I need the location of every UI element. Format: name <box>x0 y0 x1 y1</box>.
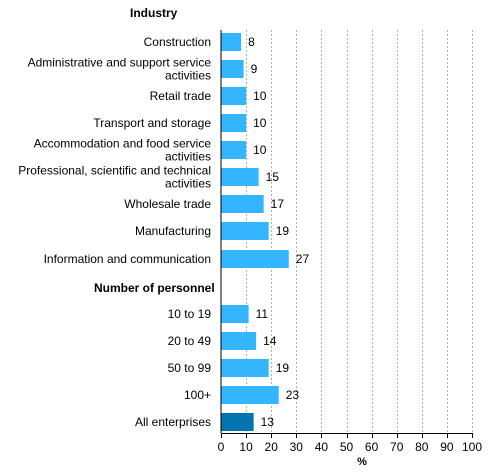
category-label: Wholesale trade <box>124 197 211 211</box>
category-label-line: activities <box>165 150 211 164</box>
x-tick-label: 40 <box>315 440 329 454</box>
x-tick-label: 100 <box>462 440 482 454</box>
category-label: 10 to 19 <box>168 307 212 321</box>
category-label-line: activities <box>165 69 211 83</box>
category-label: 50 to 99 <box>168 361 212 375</box>
bars <box>221 33 289 431</box>
bar <box>221 141 247 159</box>
category-label: 100+ <box>184 388 211 402</box>
category-label: Manufacturing <box>135 224 211 238</box>
data-label: 10 <box>253 143 267 157</box>
data-label: 10 <box>253 89 267 103</box>
data-label: 9 <box>251 62 258 76</box>
category-label-line: Accommodation and food service <box>34 137 212 151</box>
category-label-line: activities <box>165 177 211 191</box>
category-label-line: All enterprises <box>135 415 211 429</box>
data-label: 17 <box>271 197 285 211</box>
category-label: 20 to 49 <box>168 334 212 348</box>
group-title: Number of personnel <box>94 281 215 295</box>
data-label: 19 <box>276 361 290 375</box>
bar <box>221 413 254 431</box>
category-label-line: Retail trade <box>150 89 212 103</box>
data-label: 23 <box>286 388 300 402</box>
category-label-line: Wholesale trade <box>124 197 211 211</box>
category-label: Information and communication <box>44 252 211 266</box>
x-tick-label: 20 <box>265 440 279 454</box>
category-label-line: Construction <box>144 35 211 49</box>
category-label: Professional, scientific and technical ac… <box>18 164 211 191</box>
category-label-line: 100+ <box>184 388 211 402</box>
category-label: Administrative and support service activi… <box>28 56 212 83</box>
category-label: Accommodation and food service activities <box>34 137 212 164</box>
category-label-line: Professional, scientific and technical <box>18 164 211 178</box>
x-tick-label: 80 <box>415 440 429 454</box>
value-labels: 8 9 10 10 10 15 17 19 27 11 14 19 23 13 <box>248 35 309 429</box>
x-tick-label: 50 <box>340 440 354 454</box>
bar <box>221 305 249 323</box>
category-label-line: Information and communication <box>44 252 211 266</box>
bar <box>221 33 242 51</box>
x-tick-label: 30 <box>290 440 304 454</box>
bar <box>221 386 279 404</box>
x-tick-label: 10 <box>239 440 253 454</box>
data-label: 13 <box>261 415 275 429</box>
category-label-line: 20 to 49 <box>168 334 212 348</box>
x-tick-label: 60 <box>365 440 379 454</box>
data-label: 27 <box>296 252 310 266</box>
data-label: 14 <box>263 334 277 348</box>
category-label-line: Administrative and support service <box>28 56 212 70</box>
x-tick-label: 90 <box>440 440 454 454</box>
bar <box>221 60 244 78</box>
bar <box>221 114 247 132</box>
category-labels: Industry Construction Administrative and s… <box>18 6 214 429</box>
x-axis: 0 10 20 30 40 50 60 70 80 90 100% <box>218 30 482 468</box>
category-label: Retail trade <box>150 89 212 103</box>
bar <box>221 168 259 186</box>
data-label: 15 <box>266 170 280 184</box>
category-label-line: Manufacturing <box>135 224 211 238</box>
category-label: All enterprises <box>135 415 211 429</box>
bar <box>221 87 247 105</box>
x-tick-label: 0 <box>218 440 225 454</box>
category-label-line: 50 to 99 <box>168 361 212 375</box>
x-tick-label: 70 <box>390 440 404 454</box>
data-label: 10 <box>253 116 267 130</box>
data-label: 19 <box>276 224 290 238</box>
category-label-line: 10 to 19 <box>168 307 212 321</box>
group-title: Industry <box>130 6 178 20</box>
bar <box>221 359 269 377</box>
category-label-line: Transport and storage <box>93 116 211 130</box>
data-label: 8 <box>248 35 255 49</box>
bar <box>221 250 289 268</box>
bar <box>221 222 269 240</box>
bar <box>221 195 264 213</box>
category-label: Construction <box>144 35 211 49</box>
data-label: 11 <box>256 307 269 321</box>
bar <box>221 332 257 350</box>
category-label: Transport and storage <box>93 116 211 130</box>
x-axis-title: % <box>357 456 367 468</box>
